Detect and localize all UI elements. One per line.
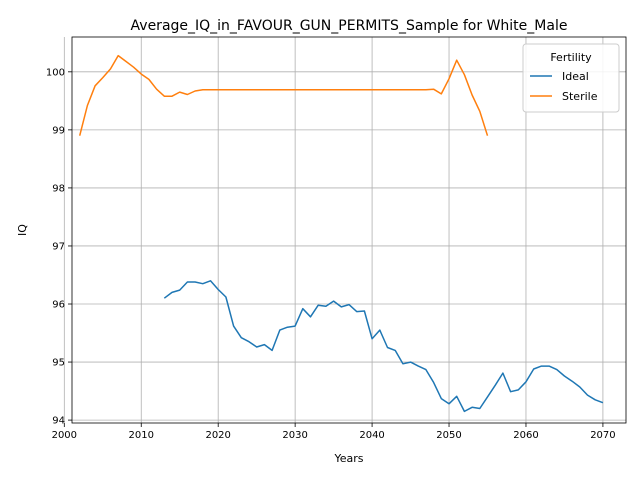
chart-title: Average_IQ_in_FAVOUR_GUN_PERMITS_Sample …	[131, 18, 568, 34]
x-tick-label: 2040	[359, 430, 384, 441]
y-tick-label: 99	[52, 125, 65, 136]
x-tick-label: 2030	[282, 430, 307, 441]
x-tick-label: 2050	[436, 430, 461, 441]
y-tick-label: 95	[52, 358, 65, 369]
x-tick-label: 2010	[129, 430, 154, 441]
legend-label-ideal: Ideal	[562, 70, 589, 83]
x-axis-label: Years	[333, 452, 363, 465]
legend-label-sterile: Sterile	[562, 90, 598, 103]
legend-title: Fertility	[550, 51, 592, 64]
y-tick-label: 98	[52, 183, 65, 194]
x-tick-label: 2070	[590, 430, 615, 441]
x-tick-label: 2060	[513, 430, 538, 441]
y-tick-label: 97	[52, 241, 65, 252]
y-tick-label: 94	[52, 416, 65, 427]
x-tick-label: 2000	[52, 430, 77, 441]
y-tick-label: 100	[46, 67, 65, 78]
y-tick-label: 96	[52, 300, 65, 311]
legend: Fertility Ideal Sterile	[523, 44, 619, 112]
y-axis-label: IQ	[16, 224, 29, 236]
x-tick-label: 2020	[205, 430, 230, 441]
